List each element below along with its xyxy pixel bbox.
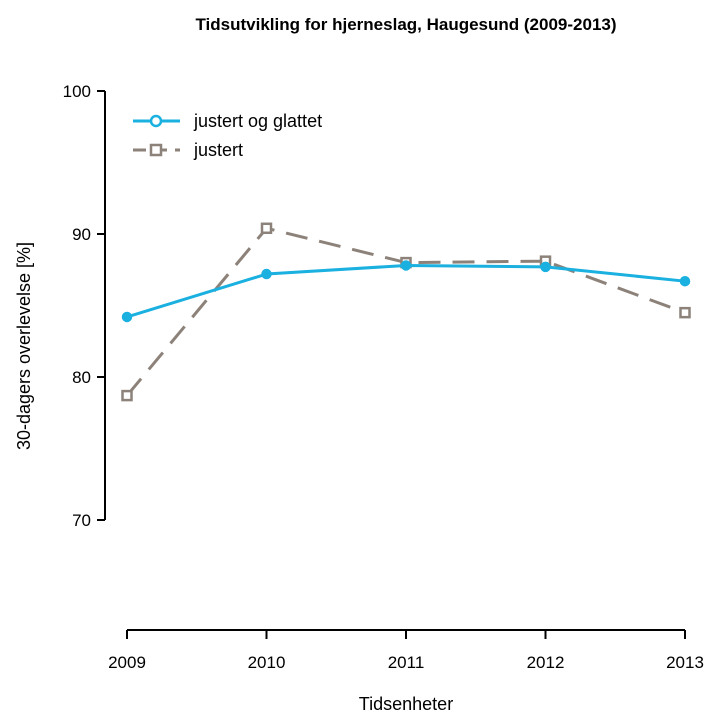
- series-line: [126, 263, 686, 319]
- x-tick-label: 2012: [527, 653, 565, 672]
- series-justert: [121, 222, 691, 402]
- data-point: [679, 306, 691, 319]
- x-axis: 2009 2010 2011 2012 2013: [108, 629, 704, 672]
- data-point: [121, 311, 133, 323]
- data-point: [679, 275, 691, 287]
- x-tick-label: 2013: [666, 653, 704, 672]
- legend-label: justert og glattet: [193, 111, 322, 131]
- x-tick-label: 2010: [248, 653, 286, 672]
- x-axis-label: Tidsenheter: [359, 694, 453, 714]
- chart-title: Tidsutvikling for hjerneslag, Haugesund …: [195, 15, 616, 34]
- y-tick-label: 80: [72, 368, 91, 387]
- data-point: [121, 389, 133, 402]
- legend: justert og glattet justert: [133, 111, 322, 160]
- legend-item: justert: [133, 140, 243, 160]
- series-layer: [121, 222, 691, 402]
- data-point: [540, 261, 551, 273]
- y-axis: 70 80 90 100: [63, 82, 106, 530]
- legend-marker: [149, 114, 163, 128]
- data-point: [400, 260, 412, 271]
- legend-marker: [149, 143, 163, 157]
- x-tick-label: 2009: [108, 653, 146, 672]
- data-point: [261, 268, 272, 280]
- legend-label: justert: [193, 140, 243, 160]
- y-tick-label: 100: [63, 82, 91, 101]
- series-justert-og-glattet: [121, 260, 691, 323]
- y-tick-label: 70: [72, 511, 91, 530]
- y-axis-label: 30-dagers overlevelse [%]: [14, 242, 34, 450]
- y-tick-label: 90: [72, 225, 91, 244]
- series-line: [125, 226, 686, 397]
- x-tick-label: 2011: [388, 653, 425, 672]
- data-point: [260, 222, 273, 235]
- legend-item: justert og glattet: [133, 111, 322, 131]
